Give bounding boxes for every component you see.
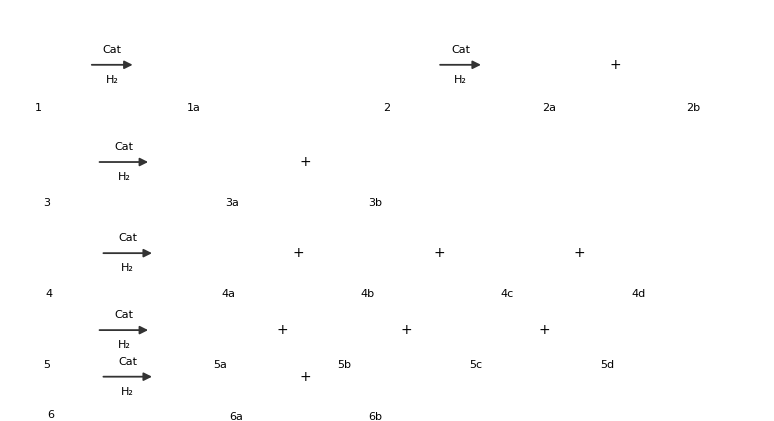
Text: Cat: Cat xyxy=(118,357,137,367)
Text: 1: 1 xyxy=(35,103,43,113)
Text: +: + xyxy=(292,246,304,260)
Text: Cat: Cat xyxy=(115,310,133,320)
Text: +: + xyxy=(300,370,312,384)
Text: 6a: 6a xyxy=(229,413,243,421)
Text: H₂: H₂ xyxy=(118,172,130,182)
Text: 4b: 4b xyxy=(361,289,375,299)
Text: H₂: H₂ xyxy=(106,75,118,85)
Text: 2b: 2b xyxy=(686,103,700,113)
Text: 5d: 5d xyxy=(601,360,615,370)
Text: +: + xyxy=(300,155,312,169)
Text: 4a: 4a xyxy=(221,289,235,299)
Text: H₂: H₂ xyxy=(454,75,467,85)
Text: 5a: 5a xyxy=(214,360,228,370)
Text: 6b: 6b xyxy=(368,413,382,421)
Text: +: + xyxy=(609,58,622,72)
Text: Cat: Cat xyxy=(103,45,122,55)
Text: 3b: 3b xyxy=(368,198,382,208)
Text: +: + xyxy=(276,323,289,337)
Text: 3: 3 xyxy=(43,198,50,208)
Text: H₂: H₂ xyxy=(122,387,134,397)
Text: 2: 2 xyxy=(383,103,391,113)
Text: 2a: 2a xyxy=(543,103,557,113)
Text: 6: 6 xyxy=(46,410,54,421)
Text: +: + xyxy=(538,323,550,337)
Text: Cat: Cat xyxy=(118,233,137,243)
Text: 4: 4 xyxy=(45,289,53,299)
Text: 3a: 3a xyxy=(225,198,239,208)
Text: +: + xyxy=(400,323,413,337)
Text: 1a: 1a xyxy=(187,103,200,113)
Text: 4d: 4d xyxy=(632,289,646,299)
Text: 5: 5 xyxy=(43,360,50,370)
Text: +: + xyxy=(573,246,585,260)
Text: Cat: Cat xyxy=(451,45,470,55)
Text: 5c: 5c xyxy=(470,360,482,370)
Text: +: + xyxy=(433,246,445,260)
Text: 5b: 5b xyxy=(337,360,351,370)
Text: H₂: H₂ xyxy=(122,263,134,273)
Text: 4c: 4c xyxy=(500,289,514,299)
Text: H₂: H₂ xyxy=(118,340,130,350)
Text: Cat: Cat xyxy=(115,142,133,152)
